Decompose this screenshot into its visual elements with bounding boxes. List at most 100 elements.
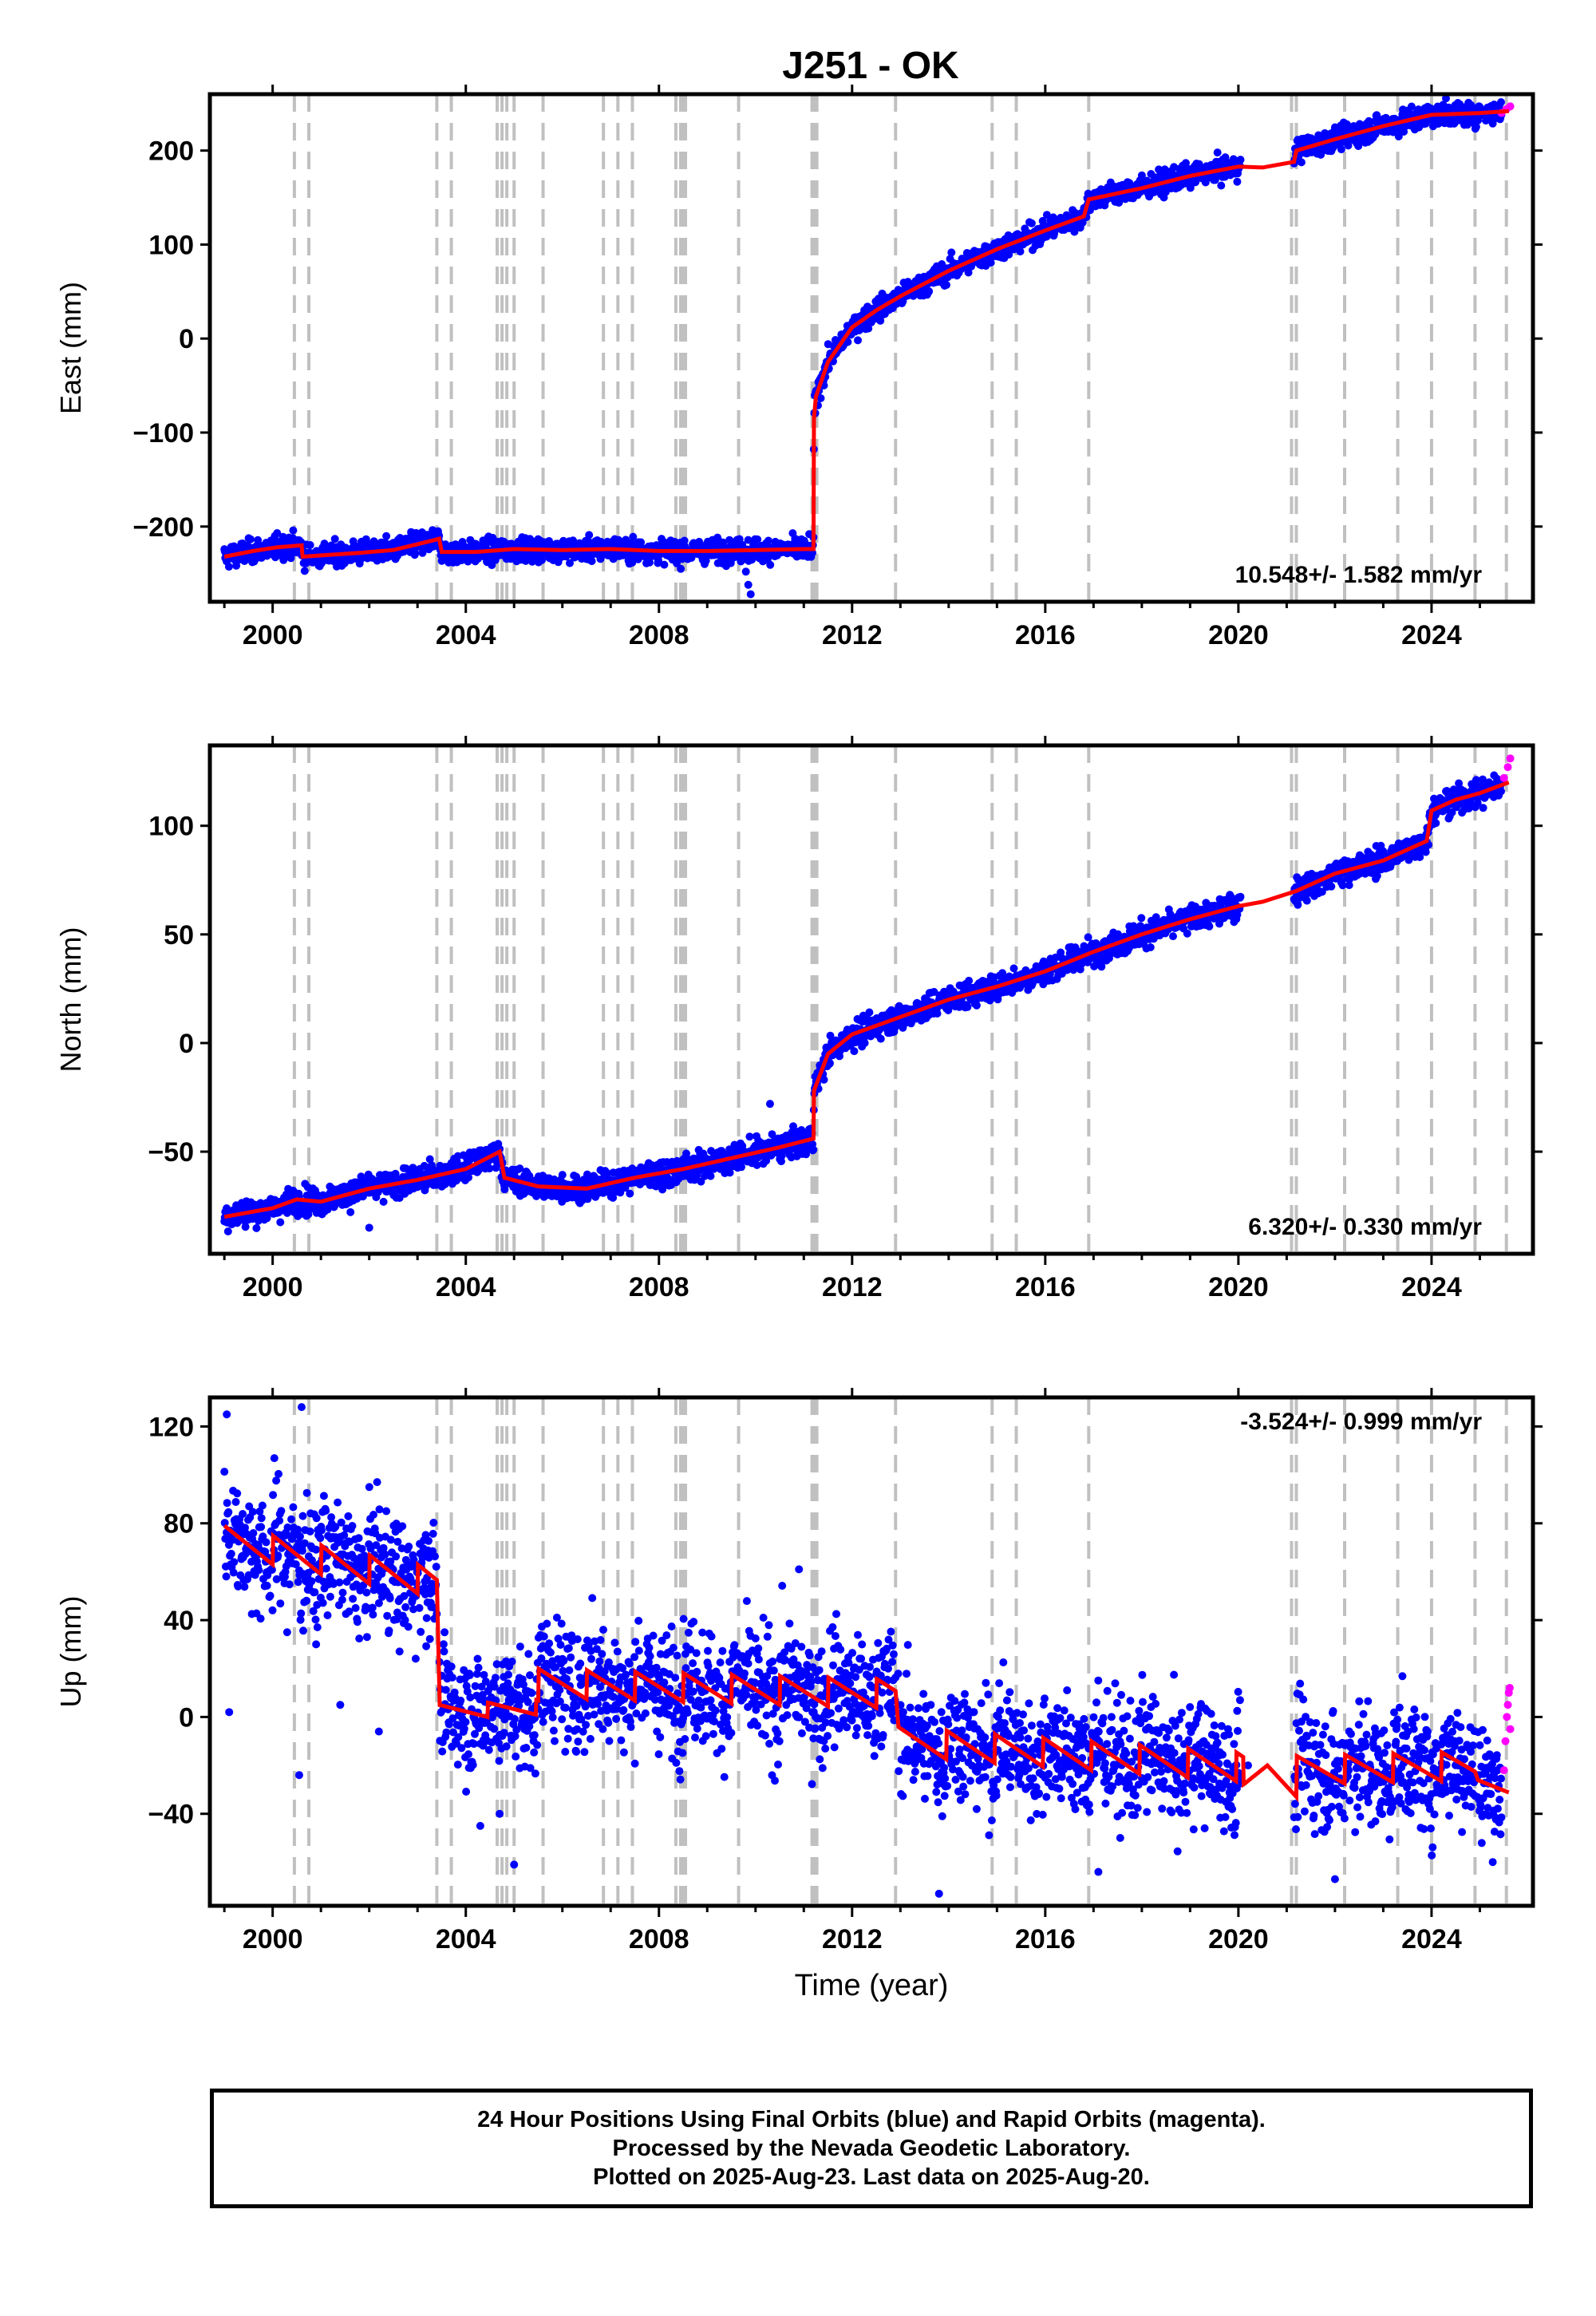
data-point: [485, 1164, 494, 1173]
y-tick-label: 200: [148, 136, 194, 167]
x-tick-label: 2024: [1401, 620, 1462, 650]
data-point: [947, 248, 956, 257]
data-point: [411, 549, 420, 558]
chart-title: J251 - OK: [782, 45, 959, 87]
data-point: [1146, 943, 1155, 951]
data-point: [558, 1171, 567, 1180]
data-point: [965, 976, 974, 985]
data-point: [224, 563, 233, 571]
plot-area: [220, 745, 1515, 1254]
data-point: [532, 1192, 541, 1200]
data-point: [972, 1001, 981, 1010]
data-point: [1400, 128, 1408, 136]
data-point: [1297, 158, 1306, 167]
x-tick-label: 2004: [436, 620, 496, 650]
data-point: [964, 268, 973, 277]
data-point: [1137, 914, 1146, 923]
data-point: [695, 537, 704, 546]
data-point: [241, 1223, 250, 1231]
plot-frame: [207, 92, 1535, 604]
data-point: [1217, 181, 1226, 190]
data-point: [1084, 933, 1092, 942]
data-point: [628, 559, 637, 567]
data-point: [658, 1185, 667, 1194]
data-point: [304, 1210, 313, 1219]
data-point: [566, 559, 574, 567]
data-point: [860, 1038, 869, 1047]
outlier-point: [744, 580, 753, 589]
data-point: [826, 1059, 834, 1068]
data-point: [865, 1008, 874, 1017]
data-point: [425, 1155, 434, 1164]
data-point: [809, 1145, 818, 1154]
data-point: [223, 1227, 232, 1235]
data-point: [1129, 922, 1138, 931]
data-point: [850, 1047, 859, 1056]
data-point: [1097, 962, 1106, 971]
model-fit-line: [223, 109, 1509, 559]
data-point: [706, 1172, 715, 1180]
data-point: [1051, 953, 1060, 962]
y-tick-label: 0: [179, 324, 194, 354]
data-point: [745, 1132, 754, 1141]
data-point: [725, 1168, 734, 1177]
data-point: [1005, 251, 1013, 259]
data-point: [737, 1163, 745, 1172]
data-point: [1464, 121, 1472, 129]
data-point: [854, 336, 862, 345]
data-point: [306, 541, 314, 549]
data-point: [680, 536, 689, 545]
x-tick-label: 2016: [1015, 620, 1076, 650]
y-axis-label: East (mm): [54, 282, 87, 414]
data-point: [1070, 227, 1079, 236]
x-tick-label: 2020: [1208, 620, 1269, 650]
outlier-point: [741, 567, 750, 576]
data-point: [1497, 98, 1505, 106]
data-point: [1016, 247, 1025, 256]
data-point: [629, 532, 638, 541]
data-point: [986, 259, 995, 267]
data-point: [701, 556, 710, 565]
data-point: [1183, 929, 1191, 938]
data-point: [826, 1031, 835, 1040]
data-point: [1233, 177, 1242, 186]
data-point: [263, 551, 271, 560]
data-point: [276, 1218, 285, 1227]
data-point: [1407, 102, 1416, 111]
data-point: [766, 560, 775, 569]
y-tick-label: 100: [148, 230, 194, 260]
data-points: [220, 771, 1506, 1235]
data-point: [864, 324, 873, 333]
data-point: [719, 538, 727, 547]
data-point: [660, 560, 669, 569]
data-point: [418, 548, 427, 557]
data-point: [516, 1164, 524, 1173]
outlier-point: [746, 590, 755, 599]
data-point: [843, 338, 852, 346]
data-point: [876, 1034, 885, 1043]
data-point: [933, 1010, 942, 1018]
data-point: [587, 557, 596, 566]
data-point: [1213, 148, 1222, 157]
x-tick-label: 2012: [822, 620, 883, 650]
data-point: [1205, 922, 1214, 931]
plot-area: [220, 94, 1515, 602]
data-point: [1009, 964, 1018, 973]
x-tick-label: 2008: [629, 620, 689, 650]
data-point: [538, 555, 546, 564]
data-point: [673, 559, 681, 567]
data-point: [764, 536, 772, 545]
data-point: [1472, 123, 1480, 131]
data-points: [220, 94, 1506, 599]
data-point: [273, 529, 282, 537]
data-point: [603, 1169, 612, 1178]
data-point: [1354, 142, 1363, 150]
data-point: [300, 567, 309, 575]
data-point: [252, 1223, 261, 1232]
data-point: [925, 287, 934, 295]
y-tick-label: −200: [132, 512, 194, 543]
data-point: [753, 535, 762, 543]
data-point: [876, 316, 885, 325]
